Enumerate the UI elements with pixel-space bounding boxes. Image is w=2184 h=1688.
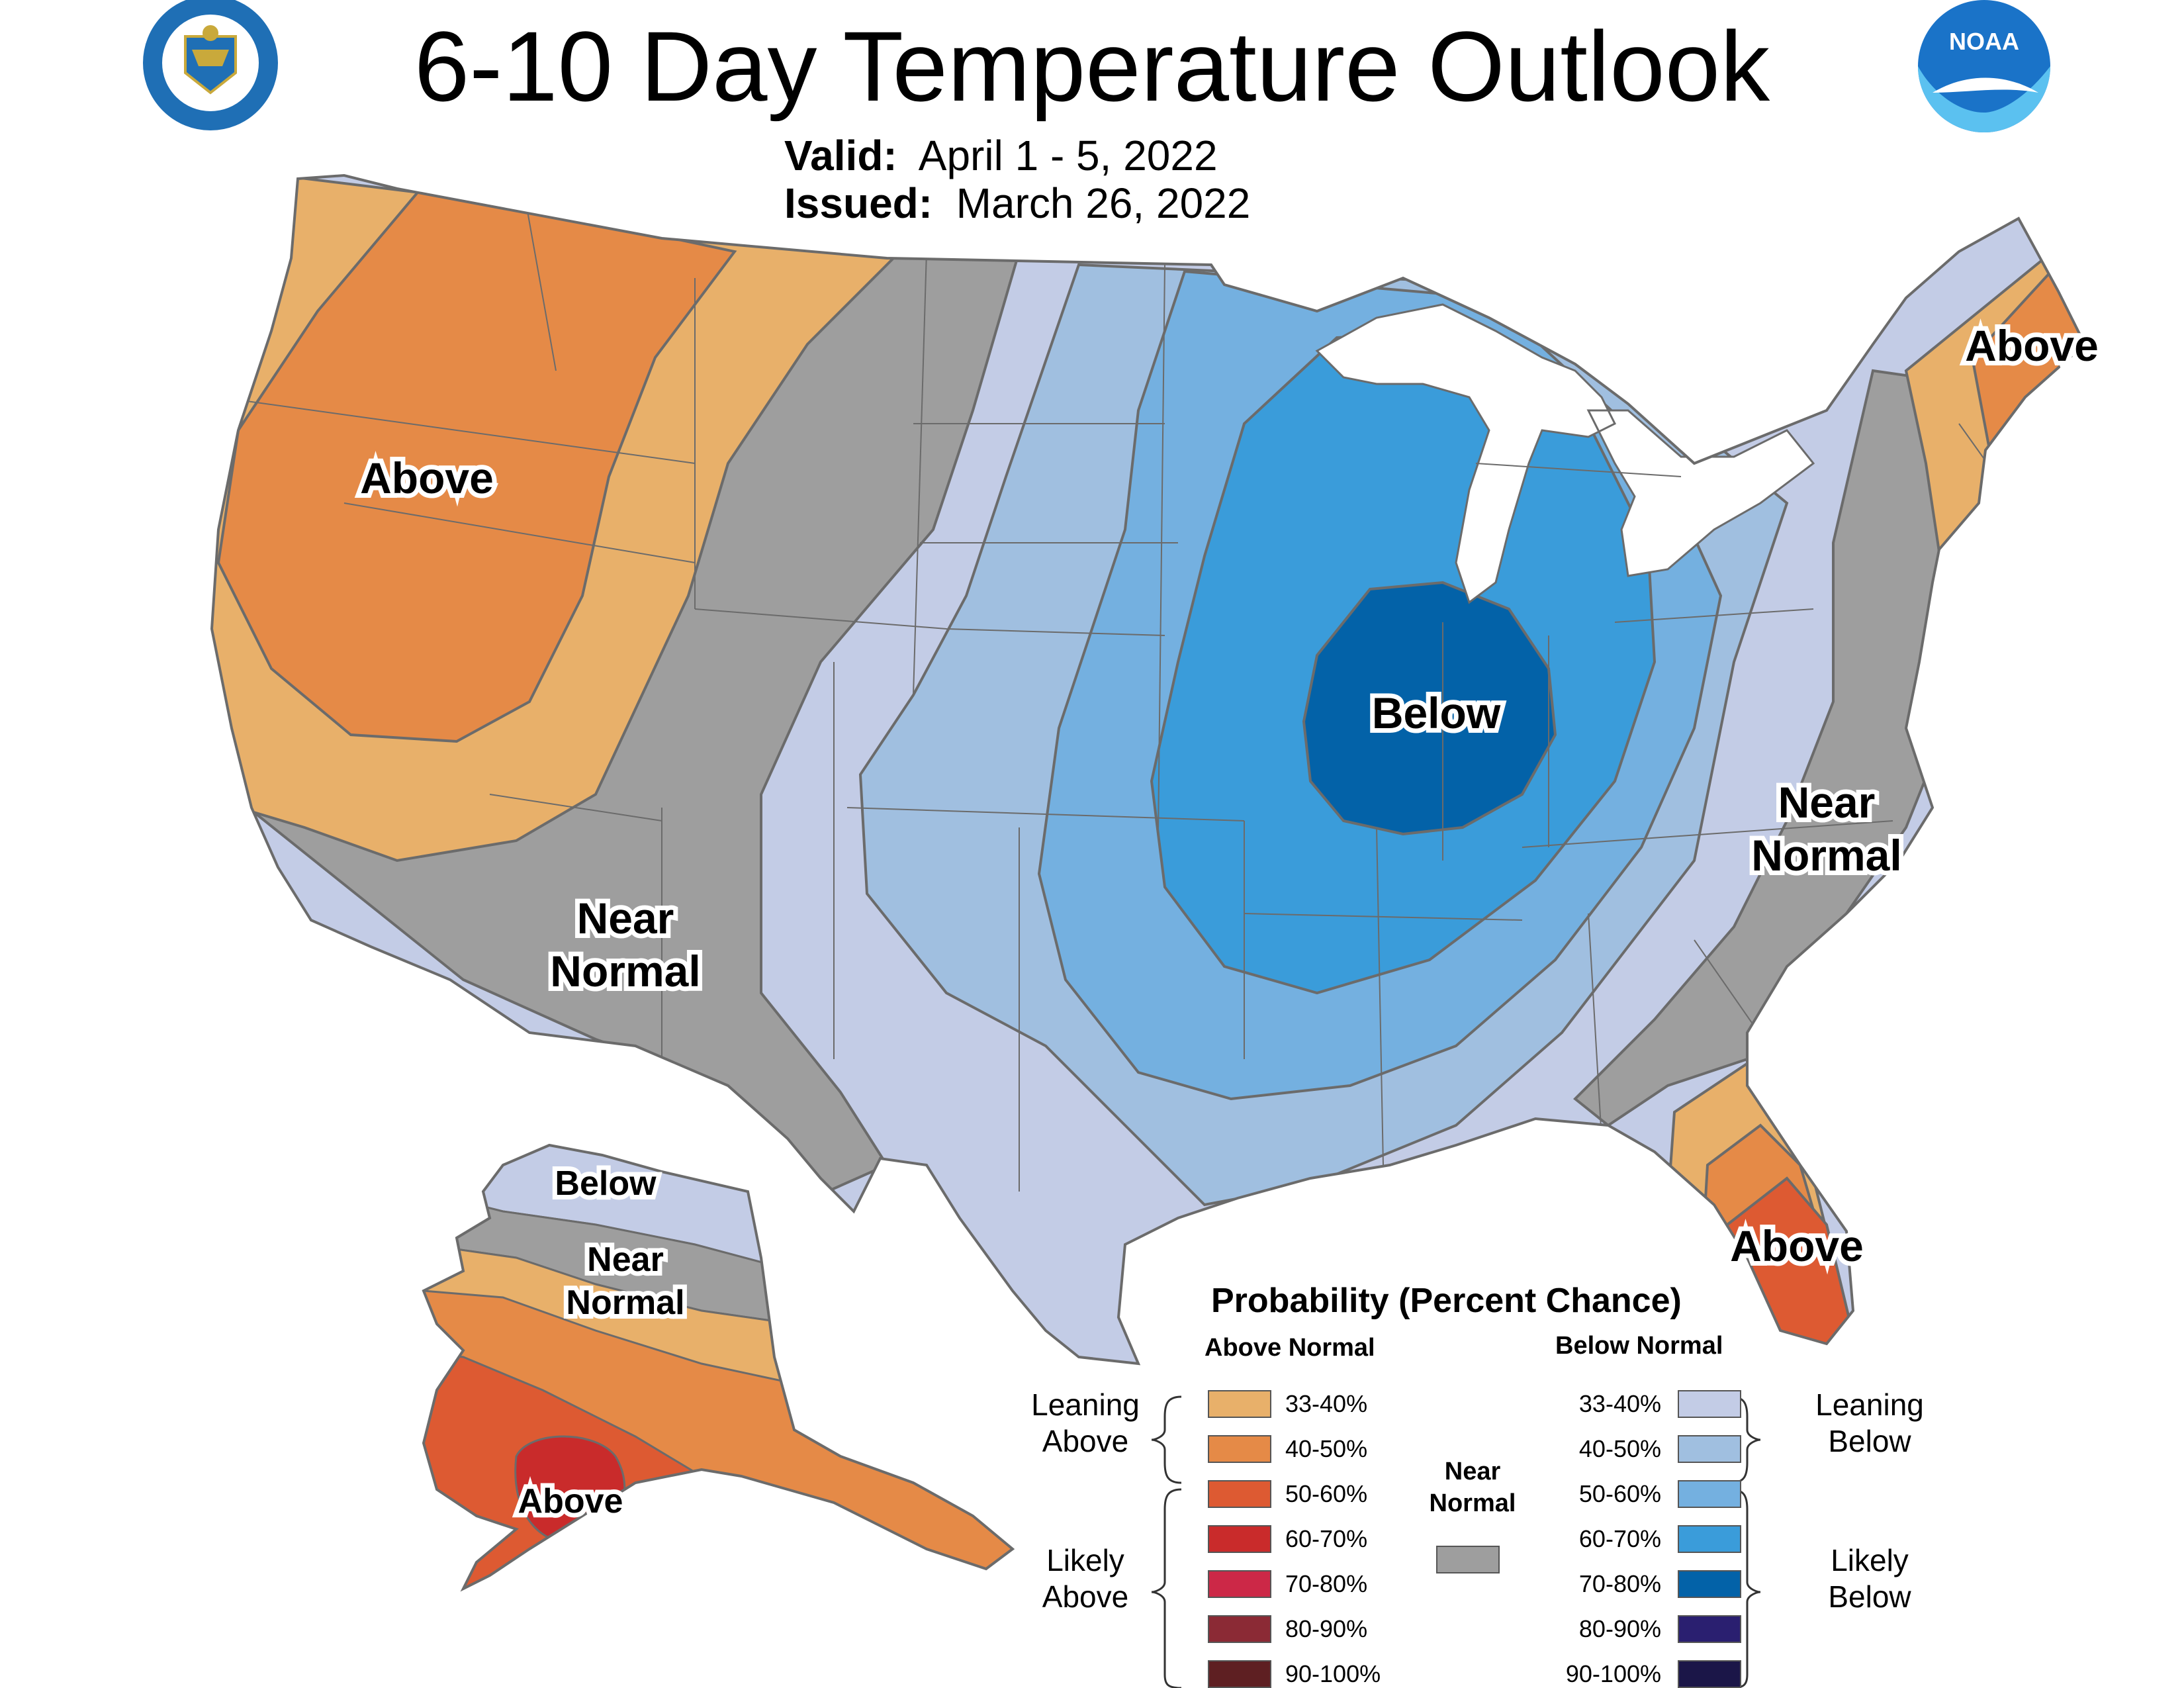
legend-below-label: 60-70% [1578,1525,1661,1552]
legend-above-label: 90-100% [1285,1660,1381,1687]
legend-leaning-below-line1: Leaning [1815,1387,1924,1422]
legend-leaning-below: Leaning Below [1790,1387,1949,1460]
label-sw-near-1: Near [577,894,674,943]
legend-above-swatch [1208,1660,1271,1688]
legend-below-swatch [1678,1570,1741,1598]
legend-above-label: 40-50% [1285,1435,1368,1462]
below-70-midwest [1302,581,1557,836]
legend-above-label: 50-60% [1285,1480,1368,1507]
issued-row: Issued: March 26, 2022 [784,179,1251,228]
legend-above-swatch [1208,1525,1271,1553]
label-west-above: Above [360,453,494,502]
legend-brackets [1151,1395,1761,1688]
legend-above-swatch [1208,1615,1271,1643]
legend-likely-above: Likely Above [1006,1542,1165,1615]
legend-leaning-above-line1: Leaning [1031,1387,1140,1422]
issued-label: Issued: [784,179,933,227]
legend-above-label: 80-90% [1285,1615,1368,1642]
map-title: 6-10 Day Temperature Outlook [414,11,1770,122]
legend-near-line2: Normal [1429,1489,1516,1517]
legend-near-line1: Near [1444,1458,1501,1485]
legend-below-swatch [1678,1615,1741,1643]
legend-above-swatch [1208,1480,1271,1508]
legend-above-label: 60-70% [1285,1525,1368,1552]
legend-below-label: 90-100% [1565,1660,1661,1687]
legend-leaning-above: Leaning Above [1006,1387,1165,1460]
legend-below-swatch [1678,1390,1741,1418]
legend-leaning-below-line2: Below [1828,1424,1911,1459]
legend-leaning-above-line2: Above [1042,1424,1129,1459]
conus-outline [210,173,2087,1366]
department-of-commerce-seal-icon [139,0,282,134]
validity-block: Valid: April 1 - 5, 2022 Issued: March 2… [784,132,1250,227]
legend-likely-below-line1: Likely [1831,1543,1909,1577]
label-midwest-below: Below [1372,688,1501,737]
label-se-near-1: Near [1778,778,1876,827]
label-ak-below: Below [555,1164,657,1203]
noaa-logo-text: NOAA [1949,28,2019,55]
label-ak-near-2: Normal [566,1284,684,1322]
legend-below-swatch [1678,1435,1741,1463]
legend-likely-above-line1: Likely [1046,1543,1124,1577]
label-sw-near-2: Normal [550,947,700,996]
legend-above-label: 33-40% [1285,1390,1368,1417]
legend-below-label: 33-40% [1578,1390,1661,1417]
legend-above-swatch [1208,1570,1271,1598]
label-ne-above: Above [1965,321,2099,370]
legend-below-swatch [1678,1660,1741,1688]
noaa-logo-icon: NOAA [1918,0,2050,132]
legend-below-swatch [1678,1525,1741,1553]
legend-above-swatch [1208,1435,1271,1463]
legend-near-normal-label: Near Normal [1406,1456,1539,1519]
legend-above-swatch [1208,1390,1271,1418]
legend-below-header: Below Normal [1555,1332,1723,1360]
legend-title: Probability (Percent Chance) [1211,1282,1682,1320]
valid-row: Valid: April 1 - 5, 2022 [784,132,1250,180]
valid-dates: April 1 - 5, 2022 [918,132,1218,179]
legend-below-label: 40-50% [1578,1435,1661,1462]
legend-below-label: 70-80% [1578,1570,1661,1597]
legend-above-header: Above Normal [1205,1334,1375,1362]
legend-likely-above-line2: Above [1042,1579,1129,1615]
label-ak-near-1: Near [587,1241,664,1279]
legend-near-normal-swatch [1436,1546,1500,1573]
state-boundaries [218,185,2026,1192]
label-fl-above: Above [1730,1221,1864,1270]
legend-below-label: 50-60% [1578,1480,1661,1507]
legend-below-swatch [1678,1480,1741,1508]
legend-above-label: 70-80% [1285,1570,1368,1597]
legend-likely-below-line2: Below [1828,1579,1911,1615]
valid-label: Valid: [784,132,897,179]
label-ak-above: Above [518,1482,623,1521]
alaska-outline [422,1143,1015,1592]
issued-date: March 26, 2022 [956,179,1251,227]
label-se-near-2: Normal [1751,831,1901,880]
legend-below-label: 80-90% [1578,1615,1661,1642]
legend-likely-below: Likely Below [1790,1542,1949,1615]
